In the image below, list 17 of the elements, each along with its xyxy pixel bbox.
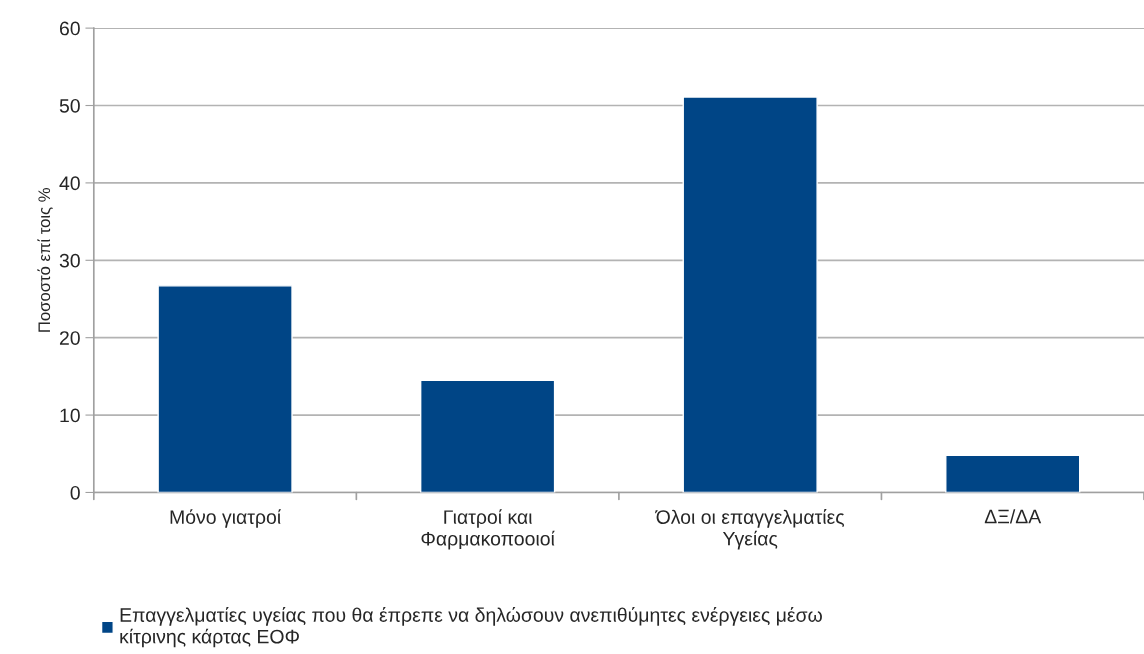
y-tick-label: 10 [60,408,80,423]
bar [419,379,556,493]
y-tick-label: 40 [59,176,80,191]
y-tick-label: 60 [59,21,80,36]
bar [682,96,818,493]
x-tick-label: ΔΞ/ΔΑ [984,509,1042,524]
legend-label: Επαγγελματίες υγείας που θα έπρεπε να δηλώσουν ανεπιθύμητες ενέργειες μέσω κίτρινης κάρτας ΕΟΦ [120,607,822,648]
y-axis-title: Ποσοστό επί τοις % [37,188,53,332]
y-tick-label: 20 [59,331,80,345]
bar [157,285,293,493]
x-tick-label: Μόνο γιατροί [170,509,281,528]
y-tick-label: 50 [59,98,80,113]
x-tick-label: Όλοι οι επαγγελματίες Υγείας [655,509,845,550]
bar [945,454,1081,493]
y-tick-label: 0 [70,485,80,500]
x-tick-label: Γιατροί και Φαρμακοποοιοί [421,509,555,550]
y-tick-label: 30 [59,253,80,268]
